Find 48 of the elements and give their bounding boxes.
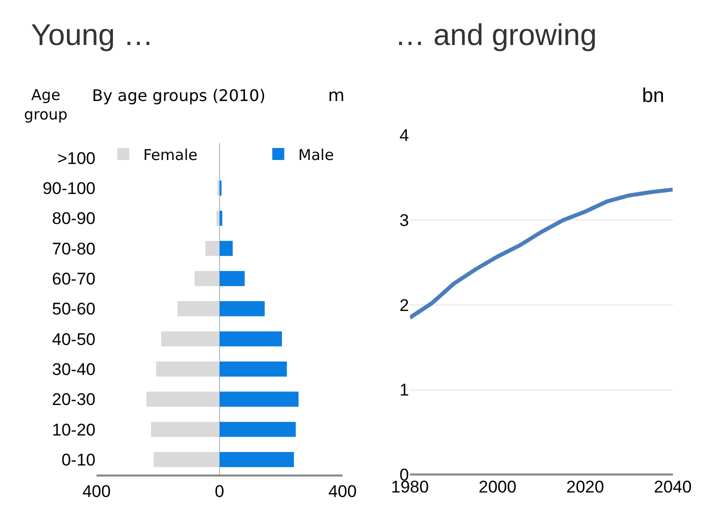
bar [150,422,220,437]
y-tick-label: >100 [57,148,96,168]
y-tick-label: 4 [399,126,409,146]
chart-title: Young … [31,19,154,52]
x-tick-label: 400 [82,482,111,502]
y-tick-label: 80-90 [52,209,96,228]
y-tick-label: 60-70 [52,270,96,289]
chart-subtitle: By age groups (2010) [92,86,266,105]
y-axis-title: bn [642,85,664,107]
y-tick-label: 10-20 [52,420,96,440]
bar [194,271,220,286]
bar [177,301,220,316]
bar [220,240,233,256]
bar [154,452,220,468]
y-tick-label: 3 [399,211,409,230]
bar [220,301,265,316]
x-tick-label: 0 [214,482,224,502]
bar [220,210,222,226]
line-series [410,188,673,320]
bar [220,362,287,377]
y-tick-label: 2 [399,296,409,315]
bar [146,392,220,407]
x-tick-label: 400 [328,482,357,502]
y-tick-label: 1 [399,380,409,400]
chart-title: … and growing [395,19,597,52]
bar [220,452,294,468]
x-tick-label: 2000 [478,478,516,497]
x-axis-title: m [328,86,345,106]
bar [156,362,220,377]
bar [161,331,220,346]
bar [216,210,220,226]
y-tick-label: 40-50 [52,330,96,349]
legend-label: Male [298,146,334,164]
y-tick-label: 20-30 [52,390,96,410]
y-tick-label: 0-10 [61,450,96,470]
legend-label: Female [143,146,198,164]
bar [205,240,220,256]
bar [220,271,245,286]
x-tick-label: 2040 [654,478,692,497]
bar [220,392,299,407]
y-tick-label: 90-100 [42,179,96,198]
y-tick-label: 30-40 [52,360,96,379]
bar [220,331,282,346]
y-tick-label: 50-60 [52,300,96,319]
y-axis-title: Age group [24,86,68,124]
x-tick-label: 2020 [566,478,604,497]
bar [220,422,296,437]
y-tick-label: 70-80 [52,239,96,258]
